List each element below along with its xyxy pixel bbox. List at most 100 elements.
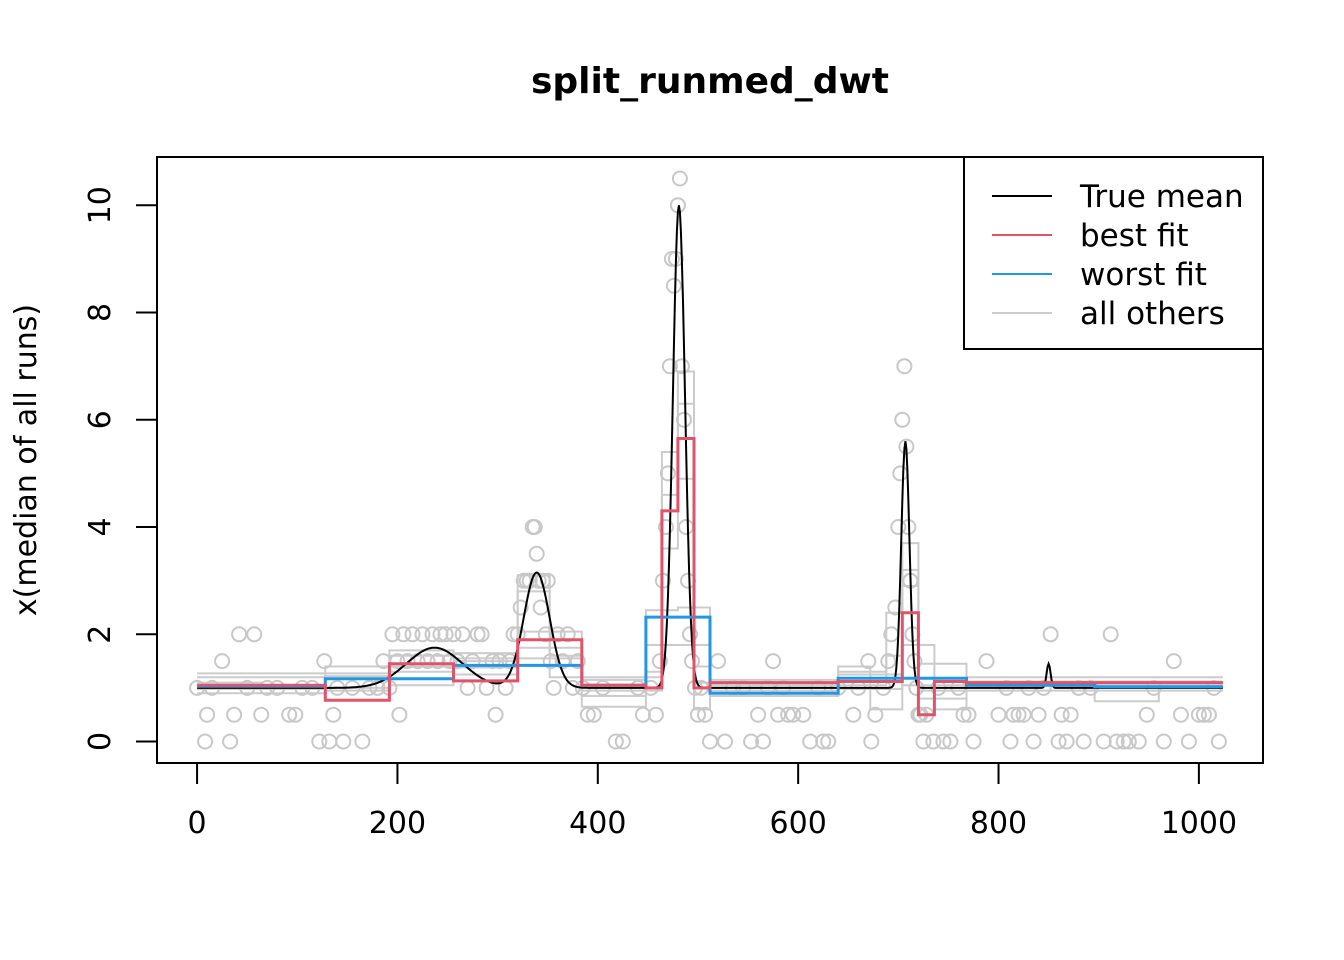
observation-point — [464, 653, 481, 670]
observation-point — [1200, 706, 1217, 723]
observation-point — [1165, 653, 1182, 670]
observation-point — [545, 679, 562, 696]
observation-point — [1120, 733, 1137, 750]
observation-point — [1030, 706, 1047, 723]
observation-point — [1138, 706, 1155, 723]
x-tick-label: 1000 — [1161, 806, 1237, 841]
observation-point — [607, 733, 624, 750]
observation-point — [1025, 733, 1042, 750]
observation-point — [1130, 733, 1147, 750]
observation-point — [231, 626, 248, 643]
observation-point — [1062, 706, 1079, 723]
observation-point — [845, 706, 862, 723]
observation-point — [1115, 733, 1132, 750]
observation-point — [253, 706, 270, 723]
best-fit-line — [197, 437, 1223, 717]
observation-point — [673, 358, 690, 375]
observation-point — [665, 277, 682, 294]
observation-point — [1050, 733, 1067, 750]
observation-point — [717, 733, 733, 750]
observation-point — [404, 626, 421, 643]
observation-point — [702, 733, 718, 750]
observation-point — [429, 653, 446, 670]
observation-point — [399, 653, 416, 670]
observation-point — [414, 626, 431, 643]
observation-point — [449, 653, 466, 670]
observation-point — [1095, 733, 1112, 750]
observation-point — [890, 519, 907, 535]
observation-point — [579, 706, 596, 723]
observation-point — [484, 653, 501, 670]
observation-point — [978, 653, 995, 670]
observation-point — [915, 733, 932, 750]
legend-label: True mean — [1079, 179, 1244, 215]
x-tick-label: 600 — [770, 806, 827, 841]
observation-point — [1010, 706, 1027, 723]
observation-point — [1042, 626, 1059, 643]
observation-point — [391, 706, 408, 723]
observation-point — [316, 653, 333, 670]
y-axis-label: x(median of all runs) — [9, 304, 44, 616]
observation-point — [528, 545, 545, 562]
observation-point — [820, 733, 837, 750]
observation-point — [697, 706, 713, 723]
observation-point — [795, 706, 812, 723]
observation-point — [1102, 626, 1119, 643]
observation-point — [491, 653, 508, 670]
observation-point — [454, 626, 471, 643]
legend-label: all others — [1080, 296, 1225, 332]
observation-point — [815, 733, 832, 750]
observation-point — [1053, 706, 1070, 723]
observation-point — [894, 411, 911, 428]
observation-point — [389, 653, 406, 670]
observation-point — [663, 250, 680, 267]
observation-point — [896, 358, 913, 375]
observation-point — [199, 706, 216, 723]
observation-point — [955, 706, 972, 723]
observation-point — [860, 653, 877, 670]
observation-point — [1058, 733, 1075, 750]
observation-point — [325, 706, 342, 723]
observation-point — [661, 358, 678, 375]
observation-point — [651, 653, 668, 670]
observation-point — [369, 679, 386, 696]
y-tick-label: 4 — [83, 517, 118, 536]
observation-point — [1172, 706, 1189, 723]
observation-point — [925, 733, 942, 750]
observation-point — [384, 626, 401, 643]
observation-point — [354, 733, 371, 750]
observation-point — [585, 706, 602, 723]
observation-point — [445, 626, 462, 643]
observation-point — [459, 679, 476, 696]
best-fit-series — [197, 437, 1223, 717]
observation-point — [1075, 733, 1092, 750]
observation-point — [880, 653, 897, 670]
observation-point — [549, 626, 566, 643]
observation-point — [676, 411, 692, 428]
observation-point — [802, 733, 819, 750]
observation-point — [780, 706, 797, 723]
x-tick-label: 0 — [188, 806, 207, 841]
observation-point — [678, 519, 694, 535]
observation-point — [1155, 733, 1172, 750]
observation-point — [743, 733, 760, 750]
x-tick-label: 800 — [970, 806, 1027, 841]
y-tick-label: 2 — [83, 625, 118, 644]
observation-point — [214, 653, 231, 670]
observation-point — [361, 679, 378, 696]
observation-point — [222, 733, 239, 750]
observation-point — [559, 626, 576, 643]
observation-point — [710, 653, 726, 670]
chart-title: split_runmed_dwt — [531, 61, 889, 102]
observation-point — [526, 519, 543, 535]
x-tick-label: 400 — [569, 806, 626, 841]
observation-point — [532, 599, 549, 616]
y-tick-label: 8 — [83, 303, 118, 322]
worst-fit-line — [197, 615, 1223, 695]
worst-fit-series — [197, 615, 1223, 695]
legend-box — [963, 156, 1264, 350]
observation-point — [311, 733, 328, 750]
legend-label: best fit — [1080, 218, 1189, 254]
x-axis: 0 200 400 600 800 1000 — [188, 762, 1237, 841]
